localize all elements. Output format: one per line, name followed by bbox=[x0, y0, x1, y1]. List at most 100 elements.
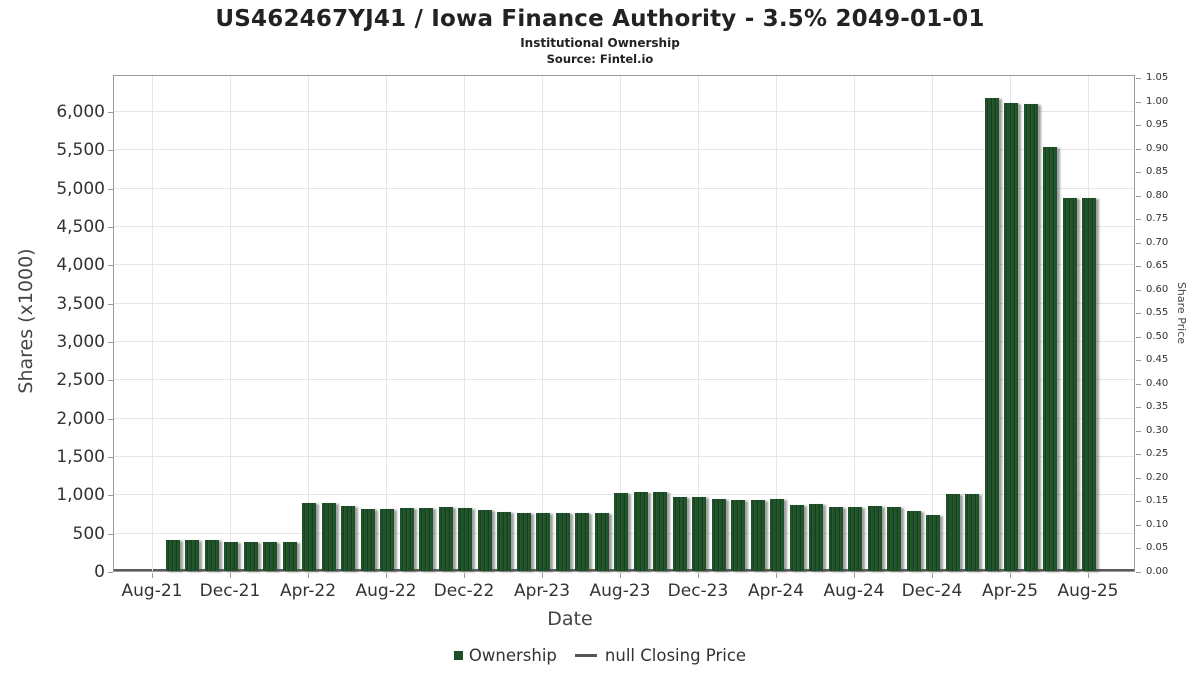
ownership-bar-Mar-24[interactable] bbox=[750, 500, 765, 571]
ownership-bar-May-25[interactable] bbox=[1023, 104, 1038, 571]
ownership-bar-Dec-21[interactable] bbox=[224, 542, 238, 571]
price-tick-label: 0.75 bbox=[1146, 213, 1169, 225]
x-axis-tick bbox=[1010, 573, 1011, 578]
ownership-bar-Aug-23[interactable] bbox=[614, 493, 628, 571]
x-tick-label: Aug-25 bbox=[1057, 581, 1119, 601]
h-gridline bbox=[114, 226, 1134, 227]
ownership-bar-Dec-22[interactable] bbox=[458, 508, 472, 571]
ownership-bar-Mar-22[interactable] bbox=[282, 542, 297, 571]
legend-item-closing-price[interactable]: null Closing Price bbox=[557, 646, 746, 665]
right-axis-tick bbox=[1136, 501, 1141, 503]
chart-subtitle: Institutional Ownership bbox=[520, 36, 680, 50]
ownership-bar-Nov-23[interactable] bbox=[672, 497, 687, 571]
price-tick-label: 1.00 bbox=[1146, 95, 1169, 107]
ownership-bar-Feb-25[interactable] bbox=[965, 494, 979, 571]
ownership-bar-Apr-22[interactable] bbox=[302, 503, 316, 571]
ownership-bar-Jan-25[interactable] bbox=[945, 494, 960, 571]
ownership-bar-Sep-22[interactable] bbox=[399, 508, 414, 571]
price-tick-label: 0.85 bbox=[1146, 166, 1169, 178]
right-axis-tick bbox=[1136, 313, 1141, 315]
ownership-bar-Mar-25[interactable] bbox=[984, 98, 999, 571]
h-gridline bbox=[114, 341, 1134, 342]
v-gridline bbox=[308, 76, 309, 571]
y-tick-label: 0 bbox=[94, 562, 105, 582]
ownership-bar-Jan-24[interactable] bbox=[711, 499, 726, 571]
legend-item-ownership[interactable]: Ownership bbox=[453, 646, 557, 665]
price-tick-label: 0.60 bbox=[1146, 283, 1169, 295]
ownership-bar-Oct-22[interactable] bbox=[419, 508, 433, 571]
ownership-bar-Sep-23[interactable] bbox=[633, 492, 648, 571]
x-axis-tick bbox=[308, 573, 309, 578]
right-axis-tick bbox=[1136, 125, 1141, 127]
right-axis-tick bbox=[1136, 407, 1141, 409]
right-axis-tick bbox=[1136, 101, 1141, 103]
h-gridline bbox=[114, 456, 1134, 457]
y-tick-label: 1,500 bbox=[56, 447, 105, 467]
right-axis-tick bbox=[1136, 383, 1141, 385]
ownership-bar-Apr-25[interactable] bbox=[1004, 103, 1018, 571]
price-tick-label: 0.15 bbox=[1146, 495, 1169, 507]
right-axis-tick bbox=[1136, 219, 1141, 221]
ownership-bar-Aug-25[interactable] bbox=[1082, 198, 1096, 571]
y-tick-label: 1,000 bbox=[56, 485, 105, 506]
right-axis-tick bbox=[1136, 477, 1141, 479]
ownership-bar-Jul-25[interactable] bbox=[1062, 198, 1077, 571]
right-axis-tick bbox=[1136, 242, 1141, 244]
ownership-bar-Jun-25[interactable] bbox=[1043, 147, 1057, 571]
ownership-bar-Sep-21[interactable] bbox=[165, 540, 180, 571]
ownership-bar-Jun-24[interactable] bbox=[809, 504, 823, 571]
ownership-bar-Mar-23[interactable] bbox=[516, 513, 531, 571]
x-axis-tick bbox=[542, 573, 543, 578]
ownership-bar-Oct-23[interactable] bbox=[653, 492, 667, 571]
ownership-bar-Oct-24[interactable] bbox=[887, 507, 901, 571]
v-gridline bbox=[464, 76, 465, 571]
price-tick-label: 0.30 bbox=[1146, 424, 1169, 436]
price-tick-label: 0.35 bbox=[1146, 401, 1169, 413]
ownership-bar-Jan-23[interactable] bbox=[477, 510, 492, 571]
right-axis-tick bbox=[1136, 430, 1141, 432]
ownership-bar-Feb-24[interactable] bbox=[731, 500, 745, 571]
ownership-bar-Nov-21[interactable] bbox=[204, 540, 219, 571]
ownership-bar-Nov-24[interactable] bbox=[906, 511, 921, 571]
ownership-bar-Dec-24[interactable] bbox=[926, 515, 940, 571]
ownership-bar-Nov-22[interactable] bbox=[438, 507, 453, 571]
ownership-bar-May-22[interactable] bbox=[321, 503, 336, 571]
h-gridline bbox=[114, 149, 1134, 151]
ownership-bar-May-23[interactable] bbox=[555, 513, 570, 571]
ownership-bar-Jun-23[interactable] bbox=[575, 513, 589, 571]
ownership-bar-Jun-22[interactable] bbox=[341, 506, 355, 571]
ownership-bar-Oct-21[interactable] bbox=[185, 540, 199, 571]
ownership-bar-Aug-24[interactable] bbox=[848, 507, 862, 571]
x-tick-label: Aug-21 bbox=[121, 581, 183, 601]
ownership-legend-label: Ownership bbox=[468, 646, 557, 665]
ownership-bar-Feb-22[interactable] bbox=[263, 542, 277, 571]
price-tick-label: 0.65 bbox=[1146, 260, 1169, 272]
y-tick-label: 4,000 bbox=[56, 255, 105, 276]
ownership-bar-Feb-23[interactable] bbox=[497, 512, 511, 571]
left-axis-tick bbox=[108, 227, 113, 228]
ownership-bar-Apr-23[interactable] bbox=[536, 513, 550, 571]
price-tick-label: 0.05 bbox=[1146, 542, 1169, 554]
legend: Ownership null Closing Price bbox=[0, 646, 1200, 665]
ownership-bar-Jul-24[interactable] bbox=[828, 507, 843, 571]
ownership-bar-Jul-22[interactable] bbox=[360, 509, 375, 571]
v-gridline bbox=[620, 76, 621, 571]
ownership-bar-Jul-23[interactable] bbox=[594, 513, 609, 571]
h-gridline bbox=[114, 417, 1134, 419]
x-axis-tick bbox=[698, 573, 699, 578]
right-axis-tick bbox=[1136, 195, 1141, 197]
ownership-bar-Apr-24[interactable] bbox=[770, 499, 784, 571]
right-axis-tick bbox=[1136, 524, 1141, 526]
y-tick-label: 6,000 bbox=[56, 102, 105, 122]
x-axis-tick bbox=[464, 573, 465, 578]
ownership-bar-Dec-23[interactable] bbox=[692, 497, 706, 571]
y-tick-label: 5,000 bbox=[56, 178, 105, 199]
ownership-bar-May-24[interactable] bbox=[789, 505, 804, 571]
ownership-bar-Sep-24[interactable] bbox=[867, 506, 882, 571]
v-gridline bbox=[230, 76, 231, 571]
left-axis-tick bbox=[108, 533, 113, 535]
ownership-bar-Aug-22[interactable] bbox=[380, 509, 394, 571]
x-axis-tick bbox=[932, 573, 933, 578]
ownership-bar-Jan-22[interactable] bbox=[243, 542, 258, 571]
